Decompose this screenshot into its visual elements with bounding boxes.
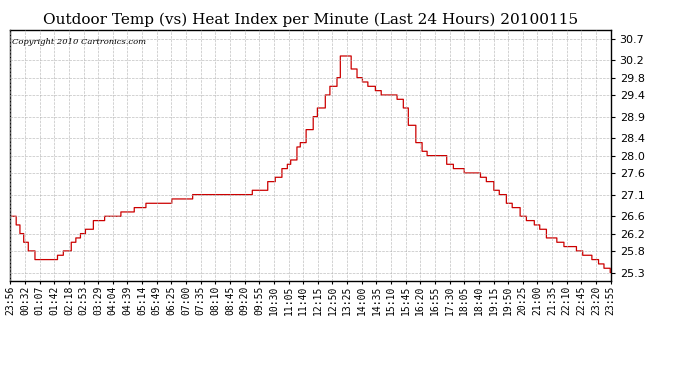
Text: Copyright 2010 Cartronics.com: Copyright 2010 Cartronics.com [12, 38, 146, 45]
Title: Outdoor Temp (vs) Heat Index per Minute (Last 24 Hours) 20100115: Outdoor Temp (vs) Heat Index per Minute … [43, 13, 578, 27]
